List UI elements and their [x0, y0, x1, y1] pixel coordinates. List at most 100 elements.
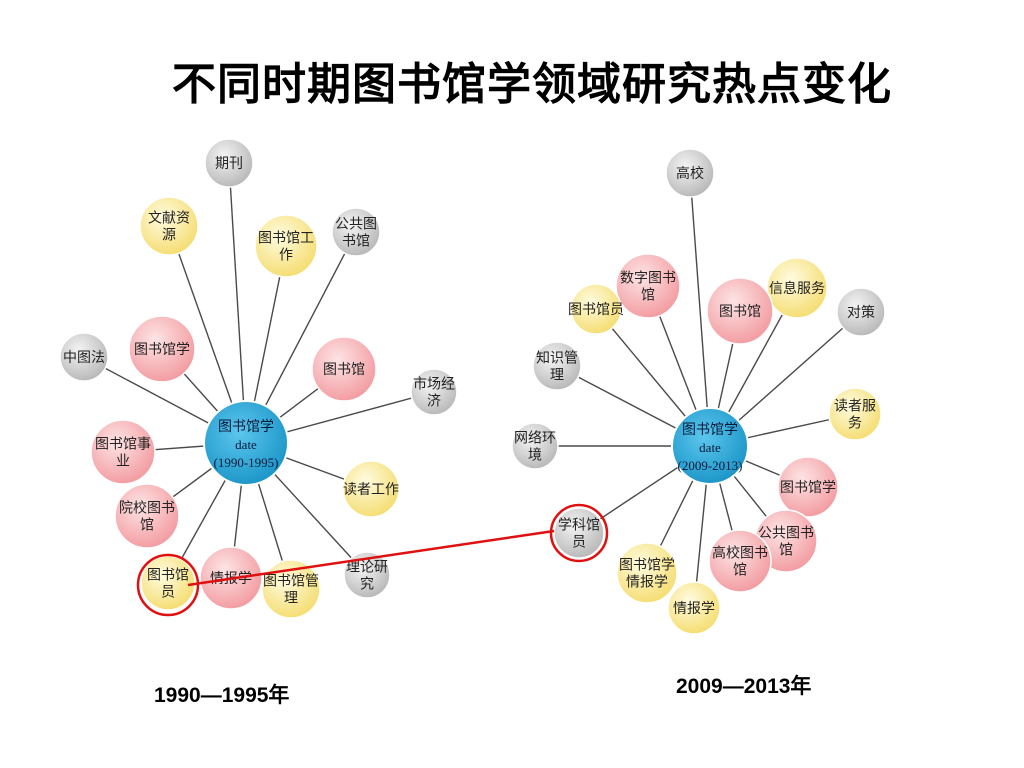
- right-node-circle-9: [777, 456, 839, 518]
- left-node-label-10-0: 院校图书: [119, 500, 175, 517]
- right-node-circle-12: [708, 529, 772, 593]
- left-node-label-11-1: 员: [161, 585, 175, 601]
- right-node-circle-6: [532, 341, 582, 391]
- right-node-label-1-0: 数字图书: [620, 271, 676, 287]
- right-node-circle-1: [615, 253, 681, 319]
- left-node-circle-6: [311, 336, 377, 402]
- right-node-label-0-0: 高校: [676, 165, 704, 182]
- right-center-label-2: (2009-2013): [678, 458, 743, 473]
- left-node-circle-10: [114, 483, 180, 549]
- right-center-circle: [671, 407, 749, 485]
- left-node-circle-3: [331, 207, 381, 257]
- left-center-label-0: 图书馆学: [218, 419, 274, 435]
- left-node-circle-2: [254, 214, 318, 278]
- left-node-label-7-0: 市场经: [413, 376, 455, 393]
- left-node-circle-4: [59, 332, 109, 382]
- left-node-label-10-1: 馆: [140, 518, 154, 534]
- caption-2009-2013: 2009—2013年: [676, 675, 812, 698]
- right-node-circle-5: [836, 287, 886, 337]
- highlight-ring-left: [136, 553, 200, 617]
- right-node-label-13-1: 情报学: [626, 575, 668, 591]
- right-node-circle-10: [553, 507, 605, 559]
- right-node-label-4-0: 图书馆: [719, 304, 761, 320]
- left-node-circle-8: [90, 419, 156, 485]
- left-node-label-3-0: 公共图: [335, 217, 377, 233]
- right-node-circle-8: [511, 422, 559, 470]
- right-node-14: 情报学: [667, 581, 721, 635]
- right-node-label-11-0: 公共图书: [758, 526, 814, 542]
- left-edge-0: [228, 162, 247, 444]
- right-node-label-7-1: 务: [848, 416, 862, 432]
- right-node-circle-14: [667, 581, 721, 635]
- left-center-label-2: (1990-1995): [214, 455, 279, 470]
- left-center-circle: [203, 400, 289, 486]
- left-node-label-13-1: 理: [284, 591, 298, 607]
- right-node-5: 对策: [836, 287, 886, 337]
- right-center-label-1: date: [699, 440, 721, 455]
- left-node-5: 图书馆学: [128, 315, 196, 383]
- slide-title: 不同时期图书馆学领域研究热点变化: [172, 59, 892, 110]
- left-node-circle-5: [128, 315, 196, 383]
- right-node-circle-3: [766, 257, 828, 319]
- caption-1990-1995: 1990—1995年: [154, 684, 290, 707]
- right-node-label-5-0: 对策: [847, 304, 875, 321]
- left-node-11: 图书馆员: [140, 555, 196, 611]
- left-node-4: 中图法: [59, 332, 109, 382]
- left-node-label-1-1: 源: [162, 228, 176, 244]
- right-edge-0: [689, 172, 711, 447]
- right-node-9: 图书馆学: [777, 456, 839, 518]
- right-node-0: 高校: [665, 148, 715, 198]
- right-node-label-12-0: 高校图书: [712, 545, 768, 562]
- right-node-label-2-0: 图书馆员: [568, 302, 624, 318]
- left-node-label-13-0: 图书馆管: [263, 574, 319, 590]
- right-node-label-1-1: 馆: [641, 288, 655, 304]
- left-node-label-0-0: 期刊: [215, 156, 243, 172]
- left-node-label-4-0: 中图法: [63, 350, 105, 366]
- left-center-label-1: date: [235, 437, 257, 452]
- right-node-label-7-0: 读者服: [834, 398, 876, 415]
- left-node-label-2-0: 图书馆工: [258, 231, 314, 247]
- right-node-label-10-1: 员: [572, 535, 586, 551]
- highlight-layer: [136, 503, 609, 617]
- highlight-ring-right: [549, 503, 609, 563]
- left-node-circle-13: [261, 559, 321, 619]
- right-node-2: 图书馆员: [568, 283, 624, 335]
- left-node-0: 期刊: [204, 138, 254, 188]
- right-node-circle-2: [570, 283, 622, 335]
- right-node-label-6-1: 理: [550, 368, 564, 384]
- left-node-label-2-1: 作: [279, 248, 293, 264]
- right-node-circle-13: [616, 542, 678, 604]
- right-node-label-8-0: 网络环: [514, 431, 556, 447]
- left-node-label-8-1: 业: [116, 454, 130, 470]
- left-node-label-8-0: 图书馆事: [95, 437, 151, 453]
- highlight-connector-line: [187, 529, 555, 587]
- right-center-node: 图书馆学 date (2009-2013): [671, 407, 749, 485]
- left-node-6: 图书馆: [311, 336, 377, 402]
- left-node-circle-9: [342, 460, 400, 518]
- left-node-label-6-0: 图书馆: [323, 362, 365, 378]
- right-node-label-6-0: 知识管: [536, 350, 578, 367]
- right-node-label-12-1: 馆: [733, 563, 747, 579]
- right-node-circle-7: [828, 387, 882, 441]
- left-node-circle-1: [139, 196, 199, 256]
- right-node-3: 信息服务: [766, 257, 828, 319]
- left-node-label-7-1: 济: [427, 394, 441, 410]
- right-center-label-0: 图书馆学: [682, 422, 738, 438]
- right-node-label-14-0: 情报学: [673, 601, 715, 617]
- left-node-circle-7: [410, 368, 458, 416]
- right-node-4: 图书馆: [706, 277, 774, 345]
